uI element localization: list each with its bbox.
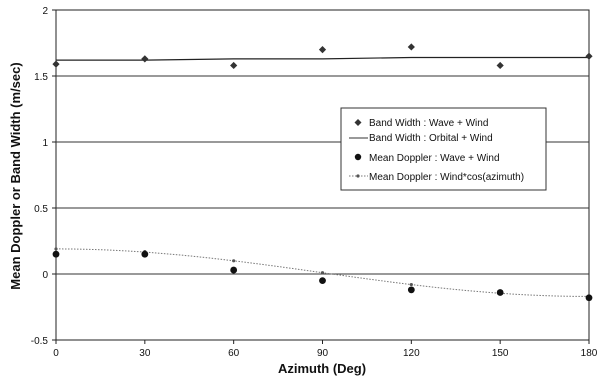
x-tick-label: 60 [228,348,240,359]
x-axis-label: Azimuth (Deg) [278,361,366,376]
legend: Band Width : Wave + Wind Band Width : Or… [340,107,547,191]
series-wind-cos-point [54,247,58,251]
legend-small-dot-marker [356,174,360,178]
series-wind-cos-point [409,282,413,287]
legend-circle-marker [354,153,362,161]
series-mean-doppler-point [319,277,326,284]
series-mean-doppler-point [141,250,149,258]
y-tick-label: -0.5 [31,336,49,347]
x-tick-label: 150 [492,348,509,359]
x-tick-label: 0 [53,348,59,359]
series-wave-wind-diamond [52,60,60,68]
legend-item-band-width-wave-wind: Band Width : Wave + Wind [354,118,488,129]
series-wind-cos-point [320,271,325,275]
y-tick-label: 1.5 [34,72,48,83]
legend-label: Band Width : Wave + Wind [369,118,488,129]
series-wind-cos-point [232,259,236,263]
series-mean-doppler-point [496,289,504,296]
legend-label: Mean Doppler : Wind*cos(azimuth) [369,172,524,183]
series-mean-doppler-point [230,266,238,274]
legend-box [340,107,547,191]
legend-label: Band Width : Orbital + Wind [369,133,493,144]
y-tick-label: 0.5 [34,204,48,215]
series-mean-doppler-point [585,294,593,302]
series-wave-wind-diamond [141,55,149,63]
legend-item-mean-doppler-wave-wind: Mean Doppler : Wave + Wind [354,153,500,164]
series-wave-wind-diamond [318,46,327,54]
tick-layer: -0.5 0 0.5 1 1.5 2 0 30 60 90 120 150 180 [31,6,598,359]
y-tick-label: 2 [42,6,48,17]
legend-item-band-width-orbital-wind: Band Width : Orbital + Wind [349,133,493,144]
y-tick-label: 0 [42,270,48,281]
series-mean-doppler-point [407,286,415,294]
legend-label: Mean Doppler : Wave + Wind [369,153,500,164]
series-layer [52,43,593,302]
x-tick-label: 180 [581,348,598,359]
series-wave-wind-diamond [585,52,593,60]
x-tick-label: 90 [317,348,329,359]
legend-diamond-marker [354,119,362,126]
series-wave-wind-diamond [407,43,415,51]
series-wave-wind-diamond [496,61,504,70]
legend-item-mean-doppler-wind-cos: Mean Doppler : Wind*cos(azimuth) [349,172,524,183]
y-axis-label: Mean Doppler or Band Width (m/sec) [8,62,23,289]
series-wave-wind-diamond [230,61,238,70]
x-tick-label: 120 [403,348,420,359]
series-mean-doppler-point [52,250,60,258]
y-tick-label: 1 [42,138,48,149]
x-tick-label: 30 [139,348,151,359]
